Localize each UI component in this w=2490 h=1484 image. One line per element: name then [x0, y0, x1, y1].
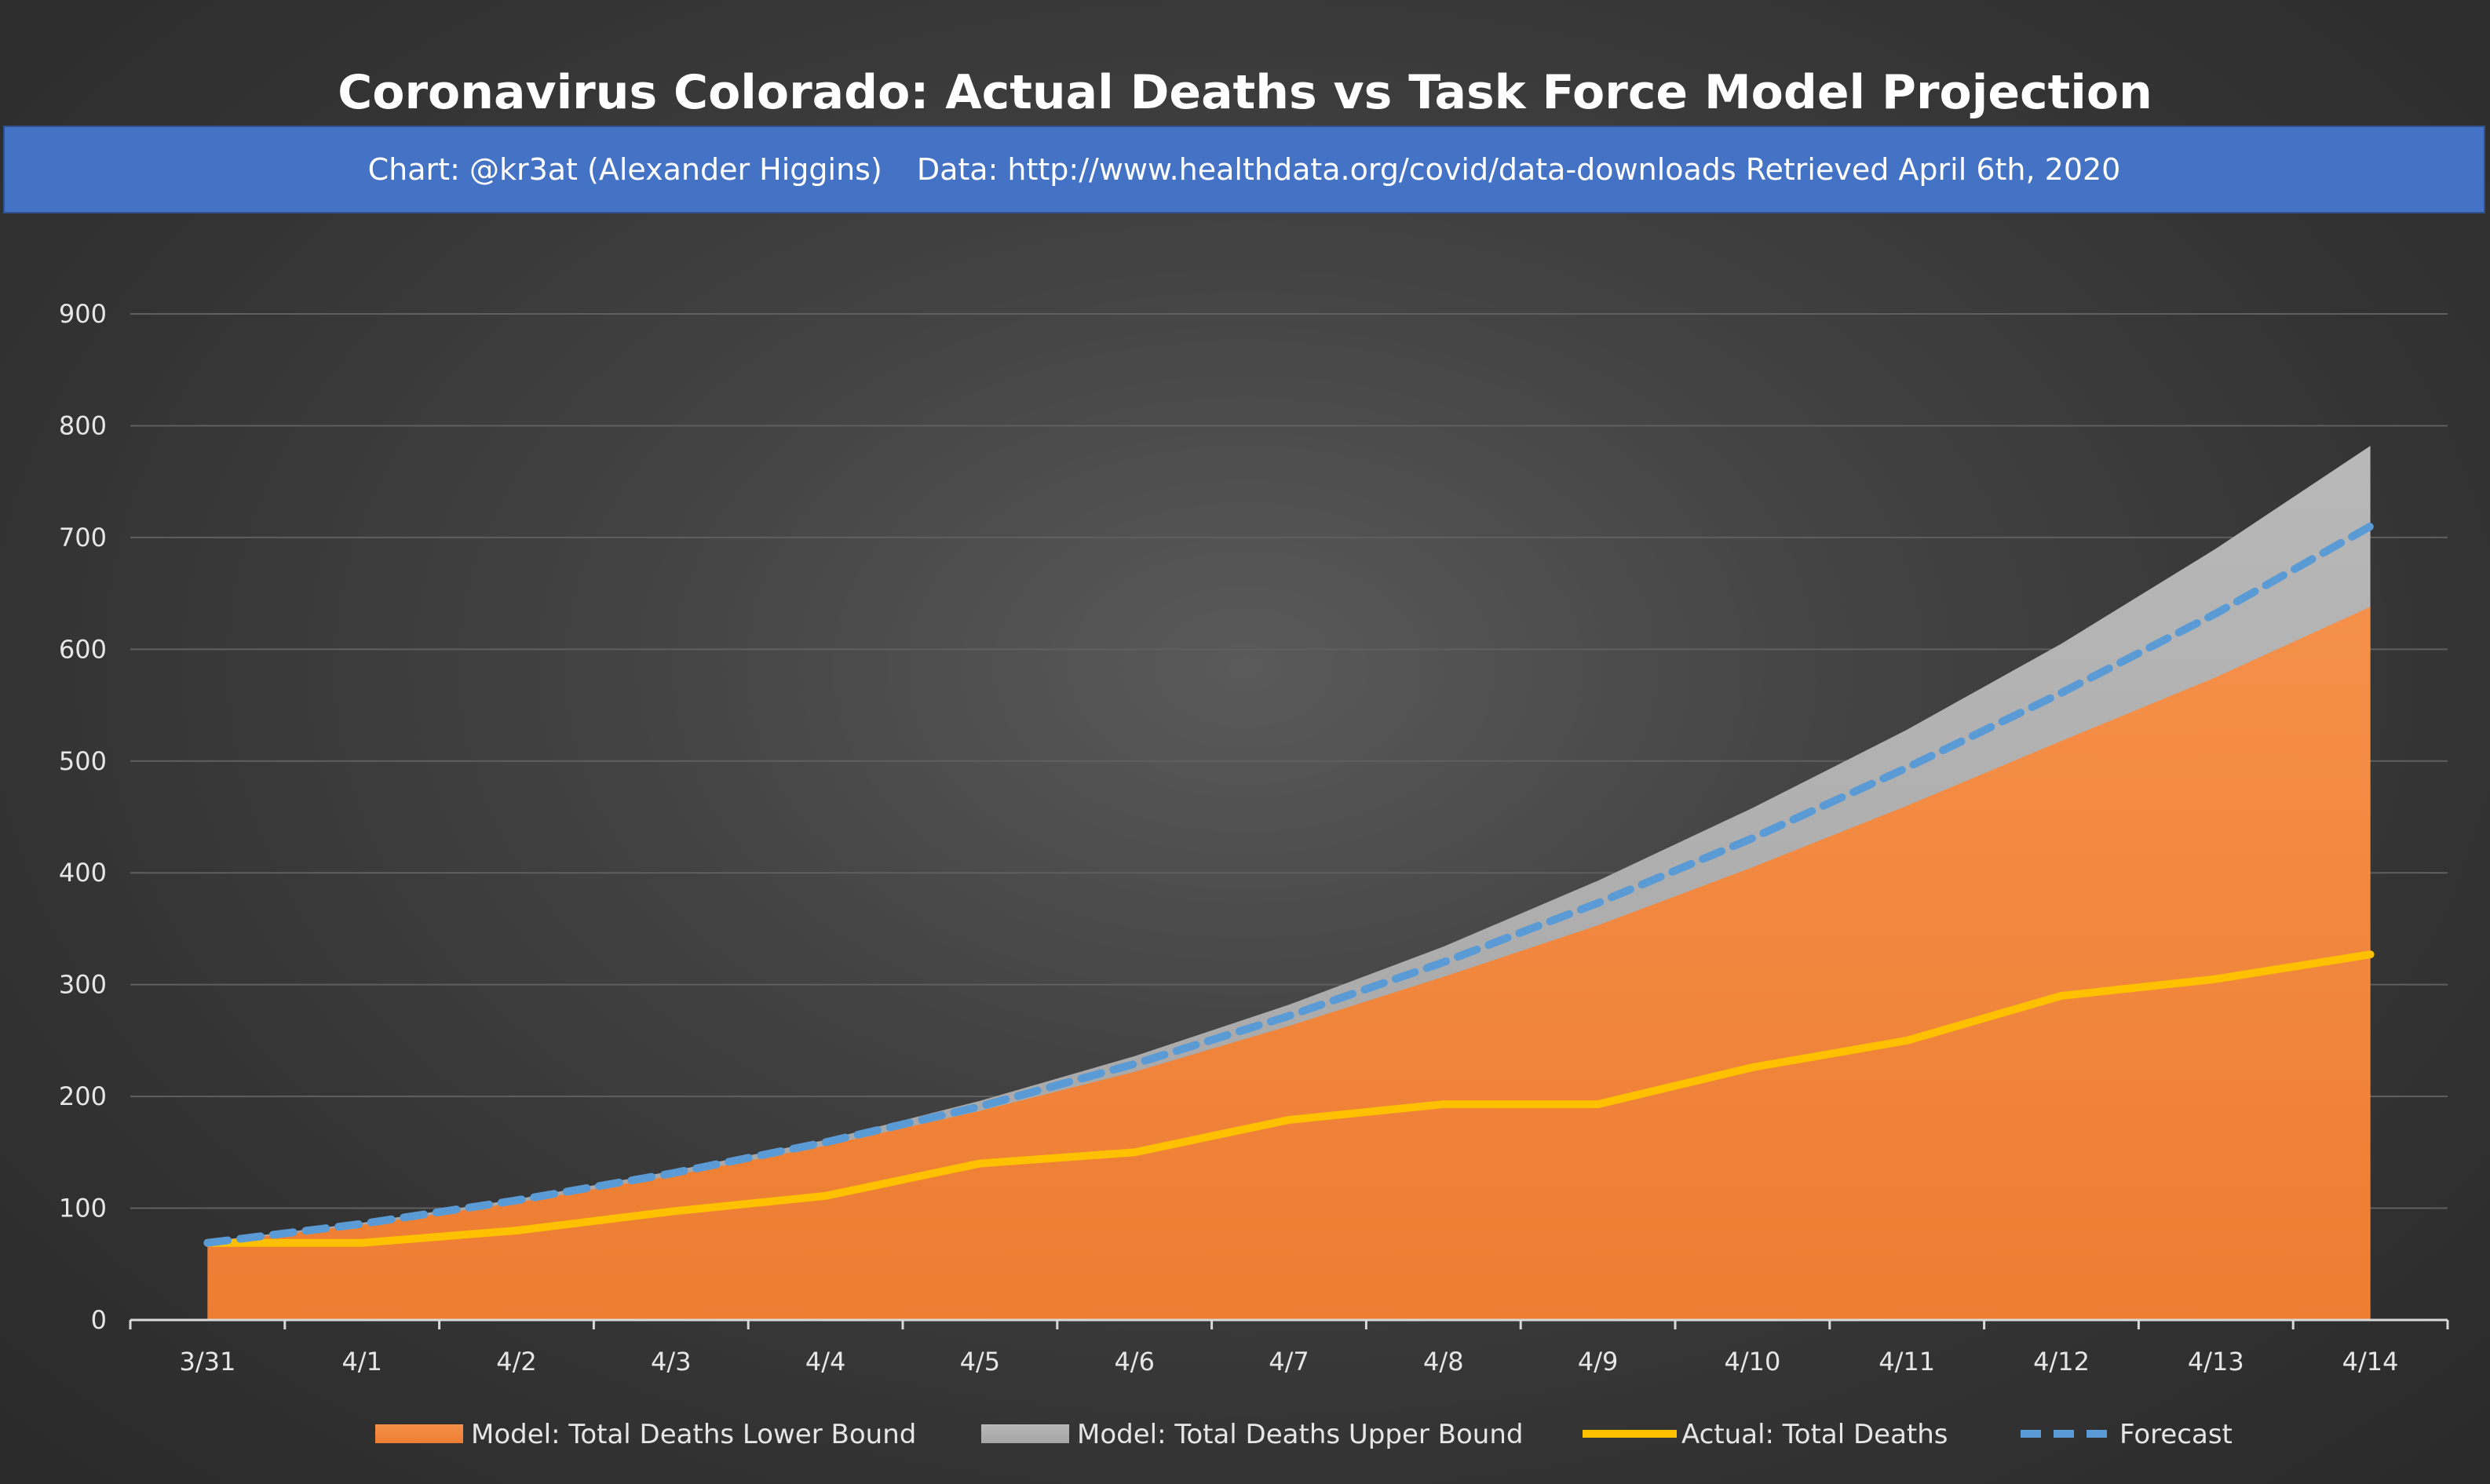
legend-item-actual-total-deaths: Actual: Total Deaths: [1583, 1419, 1948, 1450]
x-tick-label: 4/8: [1423, 1347, 1464, 1376]
chart-title: Coronavirus Colorado: Actual Deaths vs T…: [338, 65, 2152, 120]
x-tick-label: 4/9: [1578, 1347, 1619, 1376]
series-line-actual-total-deaths: [203, 950, 2375, 1247]
y-tick-label: 800: [59, 410, 107, 440]
y-tick-label: 0: [91, 1305, 107, 1335]
series-line-forecast: [203, 522, 2375, 1247]
legend-item-model-total-deaths-upper-bound: Model: Total Deaths Upper Bound: [981, 1419, 1523, 1450]
x-tick-label: 4/3: [651, 1347, 692, 1376]
x-tick-label: 4/10: [1724, 1347, 1780, 1376]
y-tick-label: 500: [59, 746, 107, 776]
x-tick-label: 4/1: [341, 1347, 382, 1376]
legend-swatch: [375, 1424, 463, 1443]
x-tick-label: 4/2: [496, 1347, 537, 1376]
y-tick-label: 600: [59, 634, 107, 664]
x-tick-label: 4/12: [2033, 1347, 2090, 1376]
x-tick-label: 4/4: [805, 1347, 846, 1376]
x-tick-label: 4/13: [2188, 1347, 2244, 1376]
legend-label: Model: Total Deaths Upper Bound: [1077, 1419, 1523, 1450]
y-tick-label: 400: [59, 858, 107, 888]
x-tick-label: 4/7: [1269, 1347, 1309, 1376]
x-tick-label: 4/5: [960, 1347, 1001, 1376]
legend-item-model-total-deaths-lower-bound: Model: Total Deaths Lower Bound: [375, 1419, 916, 1450]
x-tick-label: 4/11: [1878, 1347, 1935, 1376]
x-tick-label: 3/31: [179, 1347, 235, 1376]
legend-label: Model: Total Deaths Lower Bound: [471, 1419, 916, 1450]
legend-swatch: [981, 1424, 1069, 1443]
subtitle-band: Chart: @kr3at (Alexander Higgins) Data: h…: [3, 126, 2485, 213]
legend-item-forecast: Forecast: [2021, 1419, 2233, 1450]
legend-label: Actual: Total Deaths: [1681, 1419, 1948, 1450]
y-tick-label: 900: [59, 299, 107, 329]
y-tick-label: 300: [59, 970, 107, 1000]
subtitle-credit: Chart: @kr3at (Alexander Higgins): [367, 152, 882, 187]
x-tick-label: 4/6: [1114, 1347, 1155, 1376]
legend-label: Forecast: [2119, 1419, 2233, 1450]
x-tick-label: 4/14: [2342, 1347, 2399, 1376]
y-tick-label: 100: [59, 1194, 107, 1223]
y-tick-label: 700: [59, 523, 107, 552]
subtitle-source: Data: http://www.healthdata.org/covid/da…: [916, 152, 2121, 187]
area-lower-bound: [207, 607, 2371, 1320]
y-tick-label: 200: [59, 1081, 107, 1111]
